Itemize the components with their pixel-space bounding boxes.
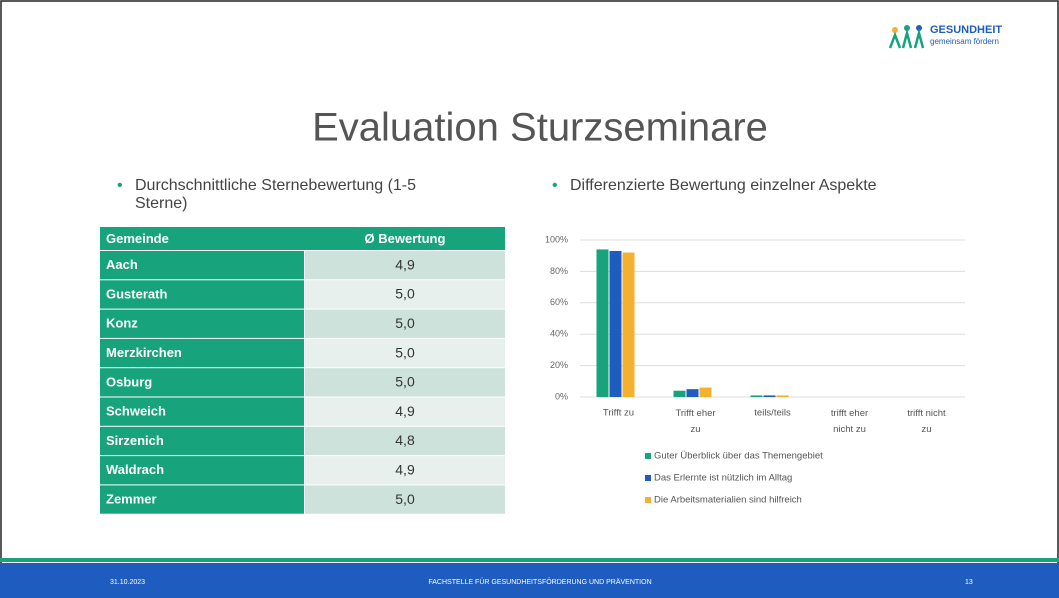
table-cell: Waldrach (106, 462, 164, 477)
footer-page: 13 (965, 579, 973, 586)
table-cell: 4,9 (395, 256, 415, 272)
legend-swatch (645, 497, 651, 503)
y-tick-label: 80% (550, 266, 568, 276)
table-cell: 5,0 (395, 491, 415, 507)
logo-icon (888, 25, 925, 49)
table-value-cell (305, 485, 505, 514)
table-name-cell (100, 338, 304, 368)
y-tick-label: 20% (550, 360, 568, 370)
y-tick-label: 40% (550, 329, 568, 339)
table-cell: Osburg (106, 374, 152, 389)
table-cell: 4,9 (395, 461, 415, 477)
table-value-cell (305, 368, 505, 397)
bullet-text: Durchschnittliche Sternebewertung (1-5 St… (135, 177, 416, 212)
table-value-cell (305, 251, 505, 280)
bullet-text: Differenzierte Bewertung einzelner Aspek… (570, 177, 877, 194)
x-tick-label: trifft eher nicht zu (831, 408, 868, 435)
logo-text: GESUNDHEIT (930, 24, 1002, 36)
table-cell: 5,0 (395, 315, 415, 331)
legend-label: Das Erlernte ist nützlich im Alltag (654, 473, 792, 484)
table-name-cell (100, 456, 304, 485)
table-cell: Gusterath (106, 286, 167, 301)
bar (622, 252, 635, 397)
table-name-cell (100, 485, 304, 514)
bullet-dot: • (117, 177, 123, 194)
table-value-cell (305, 338, 505, 368)
table-header-cell: Ø Bewertung (365, 231, 446, 246)
bar (776, 395, 789, 397)
table-cell: Konz (106, 316, 138, 331)
table-cell: 4,9 (395, 403, 415, 419)
table-name-cell (100, 251, 304, 280)
table-value-cell (305, 397, 505, 426)
footer-date: 31.10.2023 (110, 579, 145, 586)
footer-band (0, 563, 1059, 598)
table-name-cell (100, 397, 304, 426)
x-tick-label: trifft nicht zu (907, 408, 946, 435)
legend-swatch (645, 475, 651, 481)
bar (763, 395, 776, 397)
bar (609, 250, 622, 397)
legend-label: Die Arbeitsmaterialien sind hilfreich (654, 495, 802, 506)
bar (750, 395, 763, 397)
y-tick-label: 60% (550, 297, 568, 307)
x-tick-label: Trifft zu (603, 408, 634, 419)
table-name-cell (100, 426, 304, 456)
table-cell: 5,0 (395, 374, 415, 390)
table-name-cell (100, 309, 304, 338)
legend-label: Guter Überblick über das Themengebiet (654, 451, 823, 462)
y-tick-label: 0% (555, 391, 568, 401)
table-cell: Schweich (106, 404, 166, 419)
bar (673, 390, 686, 397)
footer-text: FACHSTELLE FÜR GESUNDHEITSFÖRDERUNG UND … (428, 578, 651, 586)
y-tick-label: 100% (545, 234, 568, 244)
table-cell: 5,0 (395, 344, 415, 360)
x-tick-label: Trifft eher zu (675, 408, 715, 435)
table-header-cell: Gemeinde (106, 231, 169, 246)
table-value-cell (305, 280, 505, 309)
logo-subtext: gemeinsam fördern (930, 37, 999, 46)
bullet-dot: • (552, 177, 558, 194)
table-cell: 4,8 (395, 432, 415, 448)
table-cell: Merzkirchen (106, 345, 182, 360)
table-cell: 5,0 (395, 286, 415, 302)
table-name-cell (100, 368, 304, 397)
x-tick-label: teils/teils (754, 408, 791, 419)
table-cell: Zemmer (106, 491, 157, 506)
table-value-cell (305, 456, 505, 485)
table-cell: Sirzenich (106, 433, 164, 448)
slide-title: Evaluation Sturzseminare (312, 106, 768, 150)
table-value-cell (305, 309, 505, 338)
bar (699, 387, 712, 397)
table-header (100, 227, 505, 250)
table-name-cell (100, 280, 304, 309)
bar (596, 249, 609, 397)
bar (686, 389, 699, 397)
table-value-cell (305, 426, 505, 456)
table-cell: Aach (106, 257, 138, 272)
legend-swatch (645, 453, 651, 459)
